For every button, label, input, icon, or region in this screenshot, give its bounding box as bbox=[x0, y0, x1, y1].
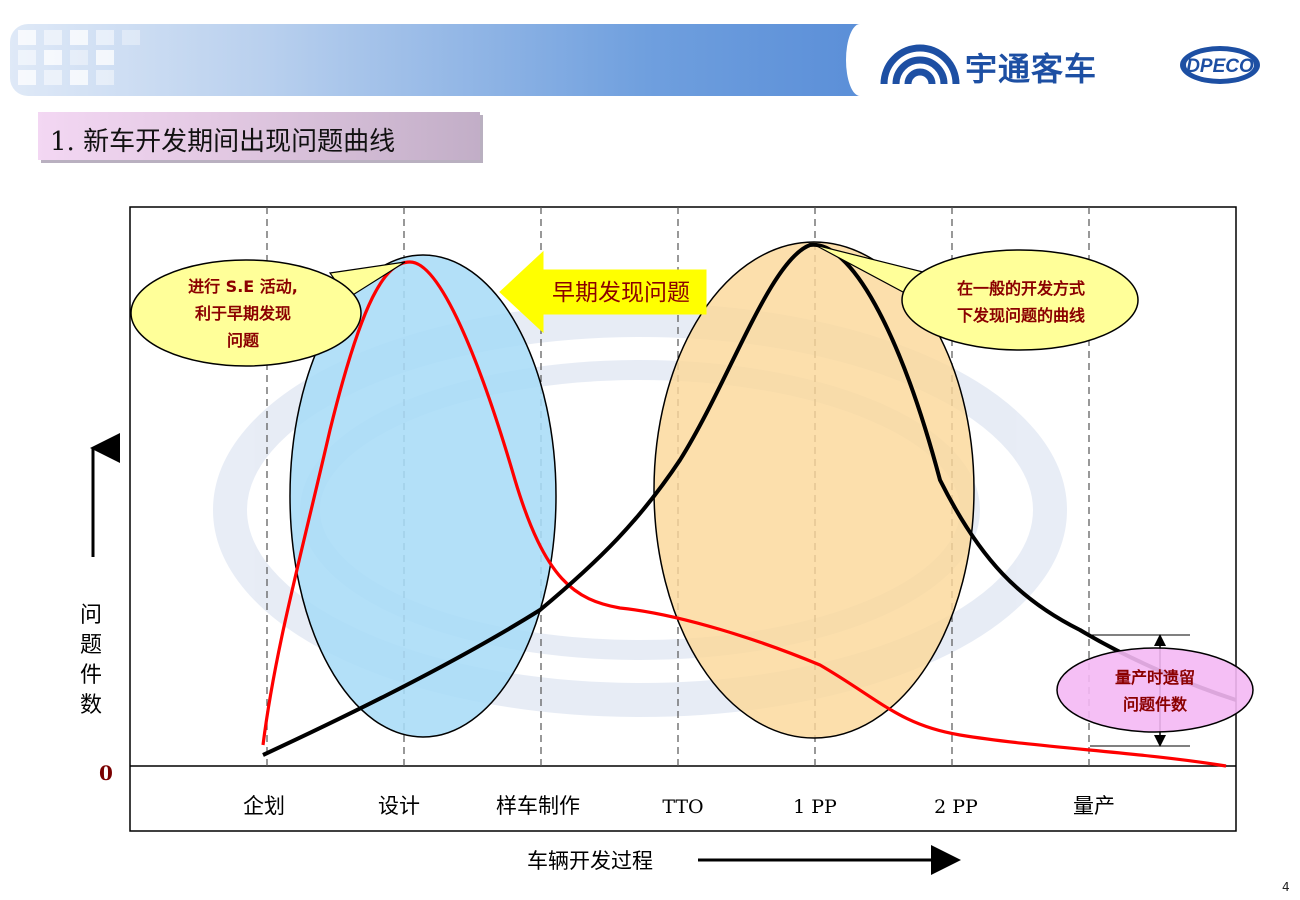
banner-tile bbox=[96, 70, 114, 85]
callout-line: 在一般的开发方式 bbox=[957, 279, 1085, 298]
early-phase-ellipse bbox=[289, 254, 557, 738]
banner-tile bbox=[70, 70, 88, 85]
stage-label: 样车制作 bbox=[496, 794, 580, 818]
banner-tile bbox=[70, 30, 88, 45]
y-axis-label: 问题件数 bbox=[80, 603, 102, 718]
plot-frame bbox=[129, 206, 1237, 832]
y-axis-label-char: 问 bbox=[80, 603, 102, 628]
x-axis-label: 车辆开发过程 bbox=[527, 849, 653, 873]
banner-tile bbox=[44, 50, 62, 65]
section-title: 1. 新车开发期间出现问题曲线 bbox=[50, 127, 396, 157]
banner-tile bbox=[18, 70, 36, 85]
banner-tile bbox=[44, 30, 62, 45]
callout-line: 问题件数 bbox=[1123, 695, 1188, 714]
late-phase-ellipse bbox=[653, 241, 975, 739]
header-banner bbox=[10, 24, 874, 96]
banner-tile bbox=[96, 50, 114, 65]
company-name: 宇通客车 bbox=[965, 50, 1098, 88]
section-title-box: 1. 新车开发期间出现问题曲线 bbox=[38, 112, 480, 160]
banner-tile bbox=[18, 30, 36, 45]
dpeco-logo: DPECO bbox=[1180, 46, 1260, 84]
stage-label: TTO bbox=[662, 796, 703, 818]
callout-line: 利于早期发现 bbox=[195, 304, 291, 323]
y-axis-label-char: 件 bbox=[80, 663, 102, 688]
stage-label: 2 PP bbox=[934, 796, 978, 818]
yutong-logo-icon bbox=[880, 44, 960, 85]
y-origin-label: 0 bbox=[99, 761, 113, 785]
callout-line: 量产时遗留 bbox=[1115, 668, 1195, 687]
banner-tile bbox=[122, 30, 140, 45]
stage-label: 量产 bbox=[1073, 794, 1115, 818]
early-discovery-label: 早期发现问题 bbox=[552, 280, 690, 306]
page-number: 4 bbox=[1282, 880, 1290, 894]
banner-tile bbox=[18, 50, 36, 65]
callout-line: 进行 S.E 活动, bbox=[188, 277, 298, 296]
series-line-normal bbox=[262, 242, 1237, 757]
dpeco-logo-text: DPECO bbox=[1186, 56, 1254, 77]
banner-tile bbox=[44, 70, 62, 85]
early-discovery-arrow bbox=[499, 250, 707, 334]
callout-line: 问题 bbox=[227, 331, 260, 350]
y-axis-label-char: 题 bbox=[80, 633, 102, 658]
series-line-se bbox=[261, 260, 1227, 768]
stage-label: 1 PP bbox=[793, 796, 837, 818]
callout-line: 下发现问题的曲线 bbox=[957, 306, 1085, 325]
y-axis-label-char: 数 bbox=[80, 693, 102, 718]
remain-callout-bubble bbox=[1056, 647, 1254, 733]
se-callout-bubble bbox=[130, 259, 362, 367]
stage-label: 企划 bbox=[243, 794, 285, 818]
banner-tile bbox=[70, 50, 88, 65]
stage-labels: 企划 设计 样车制作 TTO 1 PP 2 PP 量产 bbox=[243, 794, 1115, 818]
stage-label: 设计 bbox=[378, 794, 420, 818]
normal-callout-bubble bbox=[901, 249, 1139, 351]
banner-tile bbox=[96, 30, 114, 45]
